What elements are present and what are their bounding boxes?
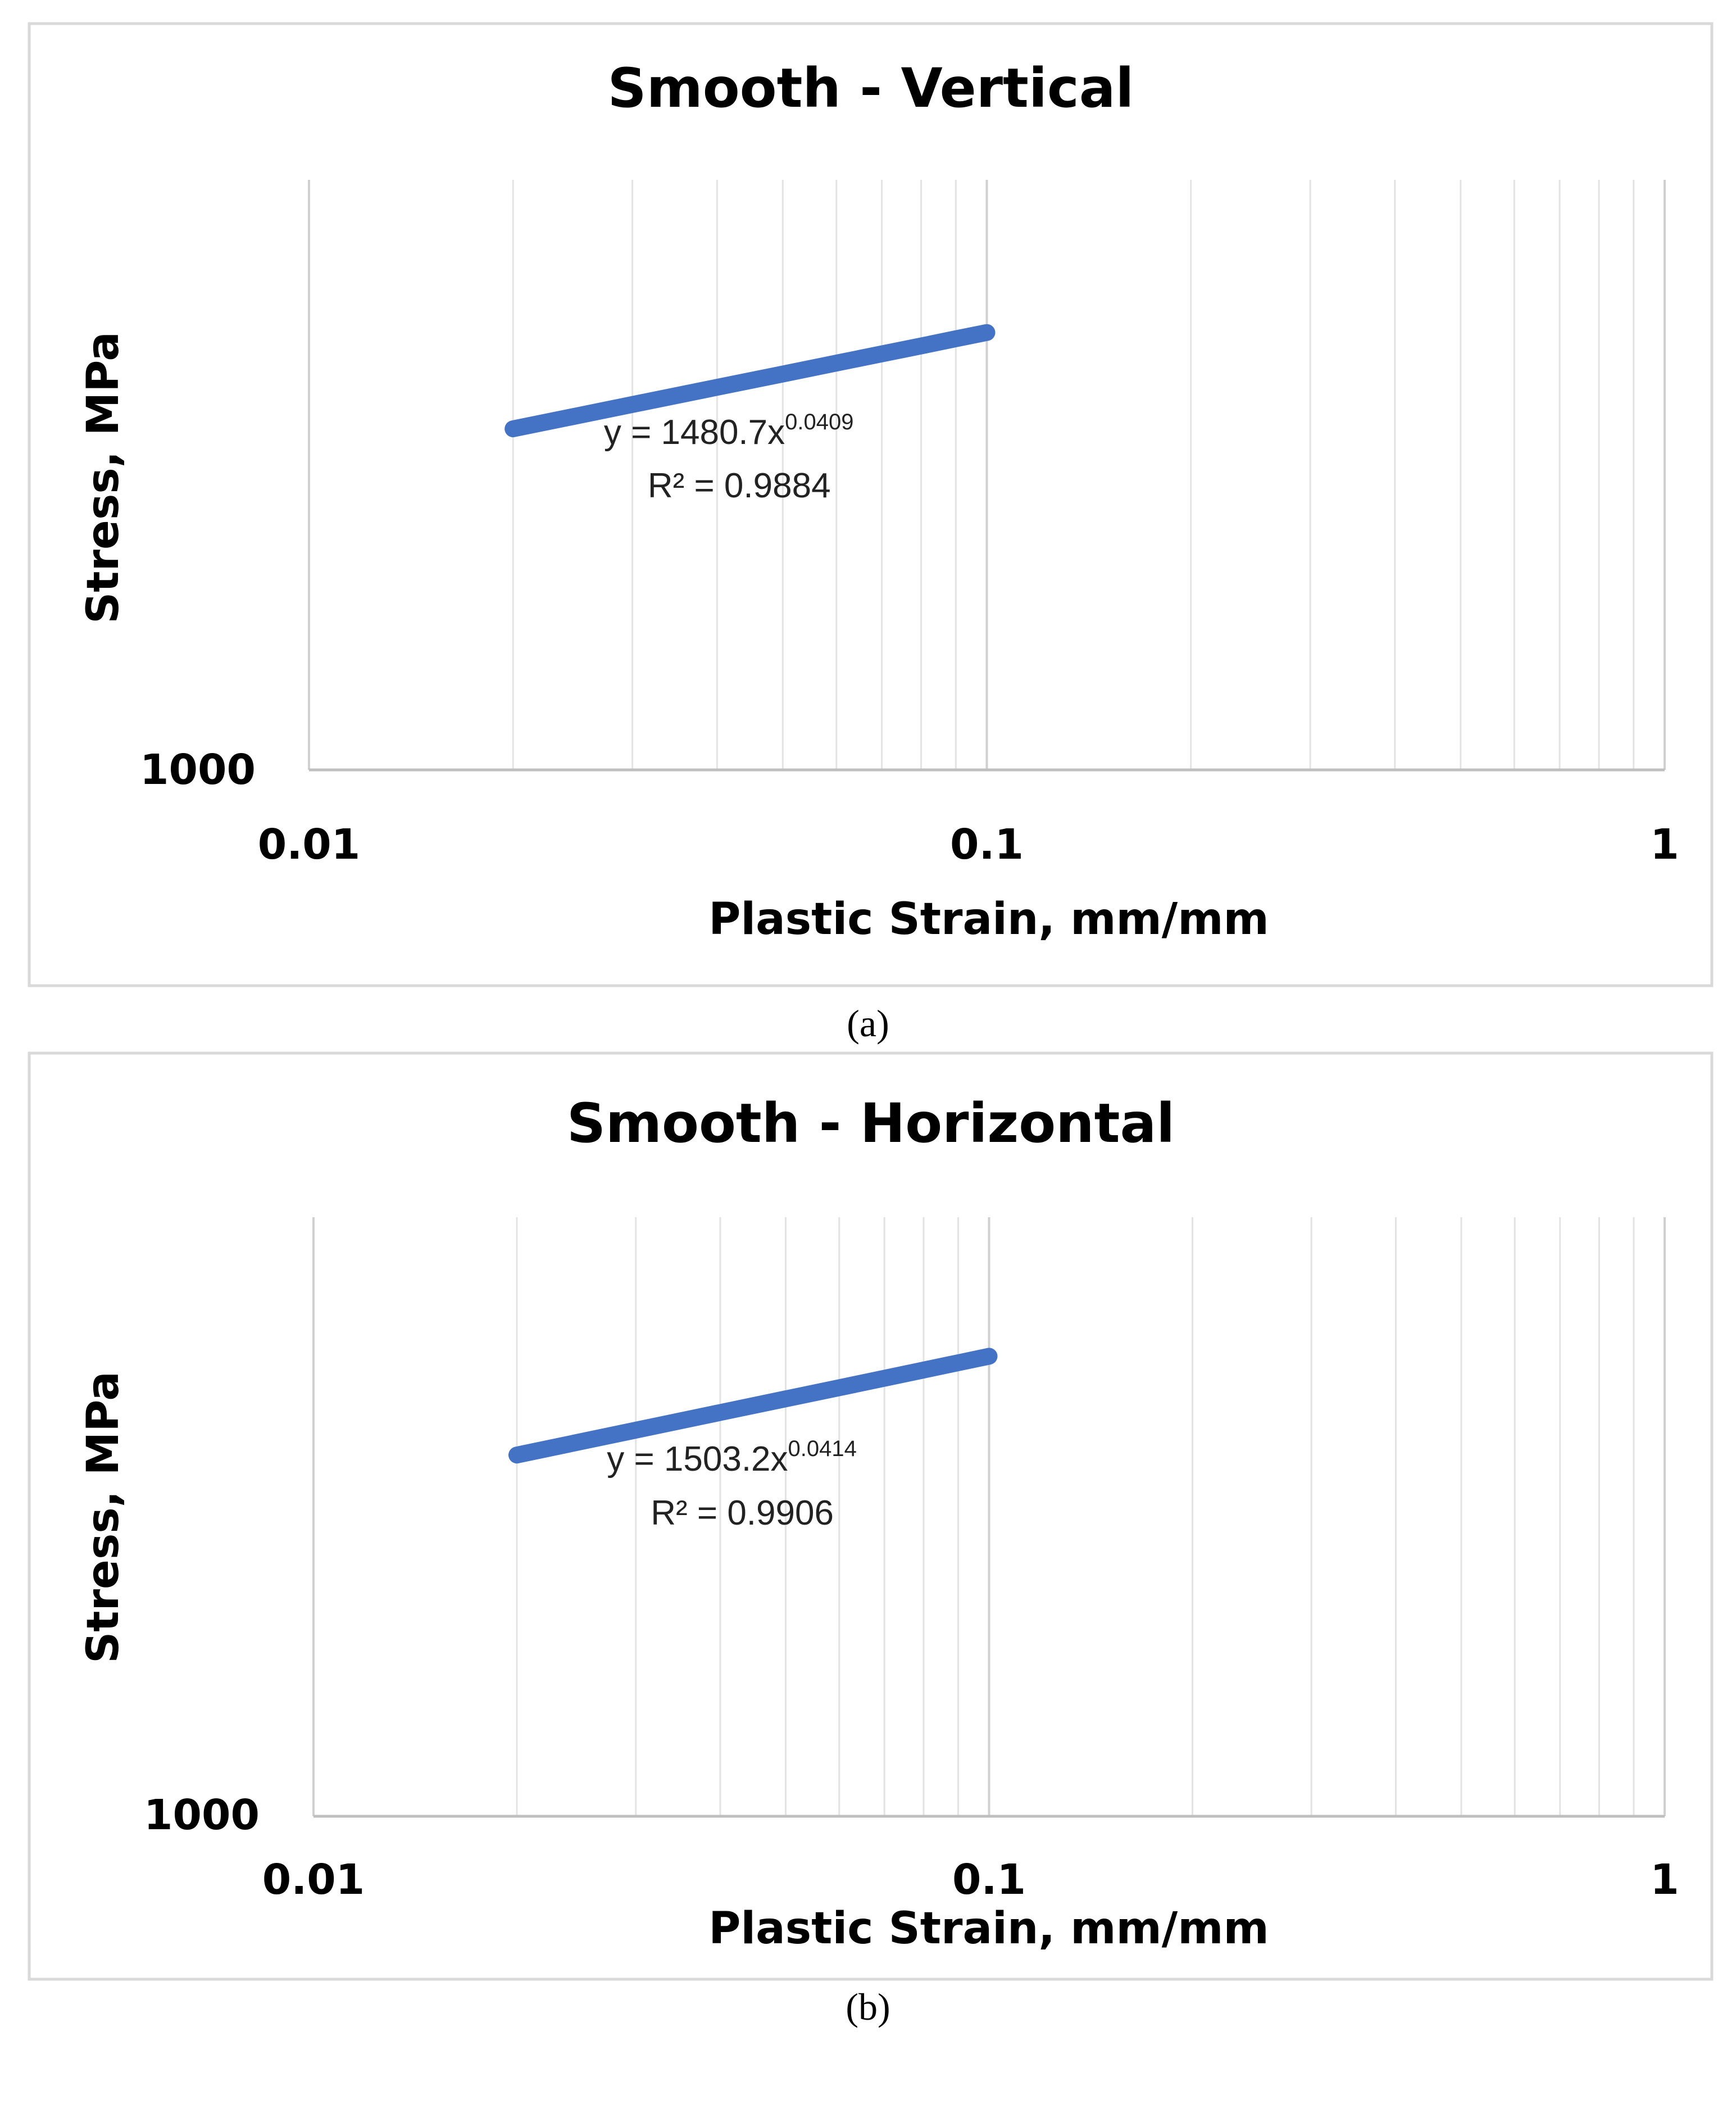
y-axis-label-b: Stress, MPa xyxy=(78,1371,129,1663)
trendline-equation-exponent-b: 0.0414 xyxy=(788,1436,857,1461)
series-line xyxy=(505,324,996,438)
figure-caption-a: (a) xyxy=(847,1002,889,1045)
y-tick-label: 1000 xyxy=(140,746,256,794)
trendline-r2-a: R² = 0.9884 xyxy=(648,466,831,505)
series-b xyxy=(508,1348,998,1464)
y-tick-label: 1000 xyxy=(144,1791,260,1839)
ticks-b: 0.01 0.1 1 1000 xyxy=(144,1791,1679,1904)
trendline-equation-b: y = 1503.2x0.0414 xyxy=(607,1436,857,1479)
x-axis-label-b: Plastic Strain, mm/mm xyxy=(708,1903,1269,1954)
x-tick-label: 0.1 xyxy=(950,820,1024,869)
y-axis-label-a: Stress, MPa xyxy=(78,332,129,624)
x-tick-label: 0.01 xyxy=(262,1856,365,1904)
chart-title-b: Smooth - Horizontal xyxy=(567,1092,1175,1155)
x-tick-label: 0.01 xyxy=(258,820,361,869)
chart-b: Smooth - Horizontal 0.01 0.1 1 1000 y = 150… xyxy=(28,1051,1714,1981)
series-a xyxy=(505,324,996,438)
x-tick-label: 1 xyxy=(1650,820,1679,869)
chart-title-a: Smooth - Vertical xyxy=(608,57,1134,120)
chart-a: Smooth - Vertical 0.01 0.1 1 1000 y = 1480.… xyxy=(28,22,1714,987)
chart-panel-b: Smooth - Horizontal 0.01 0.1 1 1000 y = 150… xyxy=(0,1051,1736,2104)
figure-caption-b: (b) xyxy=(846,1985,890,2028)
trendline-equation-base-a: y = 1480.7x xyxy=(604,413,785,452)
trendline-equation-a: y = 1480.7x0.0409 xyxy=(604,410,854,452)
x-axis-label-a: Plastic Strain, mm/mm xyxy=(708,894,1269,945)
chart-frame-b xyxy=(28,1051,1714,1981)
trendline-equation-exponent-a: 0.0409 xyxy=(785,410,853,434)
ticks-a: 0.01 0.1 1 1000 xyxy=(140,746,1679,869)
chart-panel-a: Smooth - Vertical 0.01 0.1 1 1000 y = 1480.… xyxy=(28,22,1714,1045)
x-tick-label: 1 xyxy=(1650,1856,1679,1904)
trendline-r2-b: R² = 0.9906 xyxy=(651,1494,834,1532)
grid-b xyxy=(312,1217,1666,1816)
grid-a xyxy=(308,180,1666,770)
series-line xyxy=(508,1348,998,1464)
trendline-equation-base-b: y = 1503.2x xyxy=(607,1440,788,1479)
x-tick-label: 0.1 xyxy=(952,1856,1026,1904)
